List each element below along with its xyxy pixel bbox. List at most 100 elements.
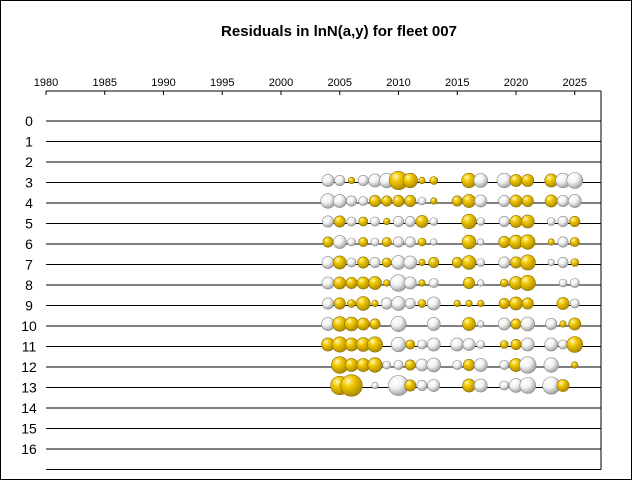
residual-bubble-positive [428, 257, 440, 268]
residual-bubble-negative [569, 298, 580, 309]
x-tick-label: 2025 [563, 77, 587, 89]
residual-bubble-negative [393, 216, 404, 227]
residual-bubble-negative [404, 216, 416, 227]
residual-bubble-positive [367, 357, 383, 373]
age-label: 8 [25, 277, 33, 293]
residual-bubble-positive [570, 258, 580, 267]
residual-bubble-positive [357, 256, 370, 269]
residual-bubble-negative [496, 172, 512, 189]
residual-bubble-positive [465, 299, 473, 308]
residual-bubble-negative [321, 276, 335, 290]
series-age-3 [321, 170, 584, 191]
age-label: 15 [21, 421, 37, 437]
residual-bubble-positive [369, 318, 381, 330]
residual-bubble-positive [332, 255, 347, 270]
residual-bubble-positive [367, 336, 383, 353]
residual-bubble-positive [345, 277, 358, 289]
residual-bubble-positive [453, 299, 461, 308]
residual-bubble-negative [371, 381, 379, 390]
residual-bubble-negative [497, 317, 511, 331]
residual-bubble-negative [520, 316, 535, 332]
residual-bubble-positive [358, 237, 369, 247]
residual-bubble-negative [369, 257, 381, 268]
residual-bubble-negative [380, 297, 393, 310]
x-tick-label: 2015 [445, 77, 469, 89]
residual-bubble-positive [461, 213, 477, 230]
residual-bubble-negative [566, 172, 584, 189]
x-tick-label: 2010 [386, 77, 410, 89]
residual-bubble-negative [358, 196, 369, 206]
residual-bubble-positive [371, 299, 379, 308]
residual-bubble-negative [332, 235, 347, 249]
residual-bubble-negative [544, 337, 559, 352]
residual-bubble-positive [418, 279, 426, 287]
residual-bubble-positive [544, 194, 558, 208]
residual-bubble-negative [427, 379, 441, 392]
residual-bubble-positive [430, 197, 438, 205]
residual-bubble-positive [429, 176, 439, 185]
residual-bubble-negative [499, 360, 510, 370]
residual-bubble-negative [462, 338, 476, 351]
residual-bubble-positive [462, 194, 476, 208]
residual-bubble-negative [546, 217, 556, 226]
residual-bubble-negative [393, 236, 404, 248]
residual-bubble-positive [566, 336, 584, 353]
residual-bubble-negative [426, 337, 441, 352]
residual-bubble-negative [391, 296, 406, 311]
series-age-11 [321, 336, 584, 353]
age-label: 12 [21, 359, 37, 375]
residual-bubble-positive [498, 236, 511, 248]
residual-bubble-negative [499, 380, 510, 391]
x-tick-label: 2000 [269, 77, 293, 89]
residual-bubble-negative [477, 320, 485, 328]
residual-bubble-positive [333, 276, 347, 290]
residual-bubble-positive [418, 176, 426, 185]
residual-bubble-negative [391, 255, 406, 270]
residual-bubble-negative [569, 278, 580, 288]
residual-bubble-negative [473, 173, 488, 188]
age-label: 14 [21, 400, 37, 416]
residual-bubble-positive [347, 176, 356, 185]
residual-bubble-positive [381, 257, 392, 268]
residual-bubble-negative [426, 296, 441, 311]
residual-bubble-negative [370, 237, 380, 247]
residual-bubble-positive [392, 195, 405, 207]
residual-bubble-positive [569, 237, 580, 247]
residual-bubble-negative [322, 297, 334, 310]
residual-bubble-positive [519, 275, 536, 291]
residual-bubble-positive [499, 278, 509, 288]
residual-bubble-negative [332, 194, 347, 208]
residual-bubble-positive [568, 317, 582, 331]
residual-bubble-negative [415, 358, 429, 372]
residual-bubble-positive [477, 299, 485, 308]
residual-bubble-negative [429, 217, 439, 226]
residual-bubble-positive [463, 277, 475, 289]
residual-bubble-negative [321, 174, 335, 187]
residual-bubble-positive [333, 215, 346, 228]
residual-bubble-negative [404, 236, 416, 248]
x-tick-label: 1980 [34, 77, 58, 89]
residual-bubble-negative [477, 238, 485, 246]
age-label: 11 [22, 339, 37, 355]
residual-bubble-positive [340, 374, 363, 397]
residual-bubble-negative [357, 175, 369, 186]
residual-bubble-positive [571, 361, 579, 369]
residual-bubble-negative [452, 360, 463, 370]
age-label: 9 [25, 298, 33, 314]
residual-bubble-positive [556, 379, 570, 392]
age-label: 2 [25, 154, 33, 170]
residual-bubble-negative [370, 216, 380, 227]
residual-bubble-positive [547, 238, 555, 246]
x-axis: 1980 1985 1990 1995 2000 2005 2010 2015 2020 2025 [34, 77, 601, 95]
residual-bubble-negative [476, 217, 486, 226]
residual-bubble-negative [321, 256, 335, 269]
residual-bubble-positive [381, 195, 393, 207]
residual-bubble-positive [333, 297, 346, 310]
age-label: 6 [25, 236, 33, 252]
residual-bubble-positive [462, 378, 476, 393]
residual-bubble-positive [499, 340, 509, 349]
residual-bubble-positive [344, 358, 359, 372]
residual-bubble-positive [356, 317, 370, 331]
residual-bubble-negative [519, 377, 537, 394]
